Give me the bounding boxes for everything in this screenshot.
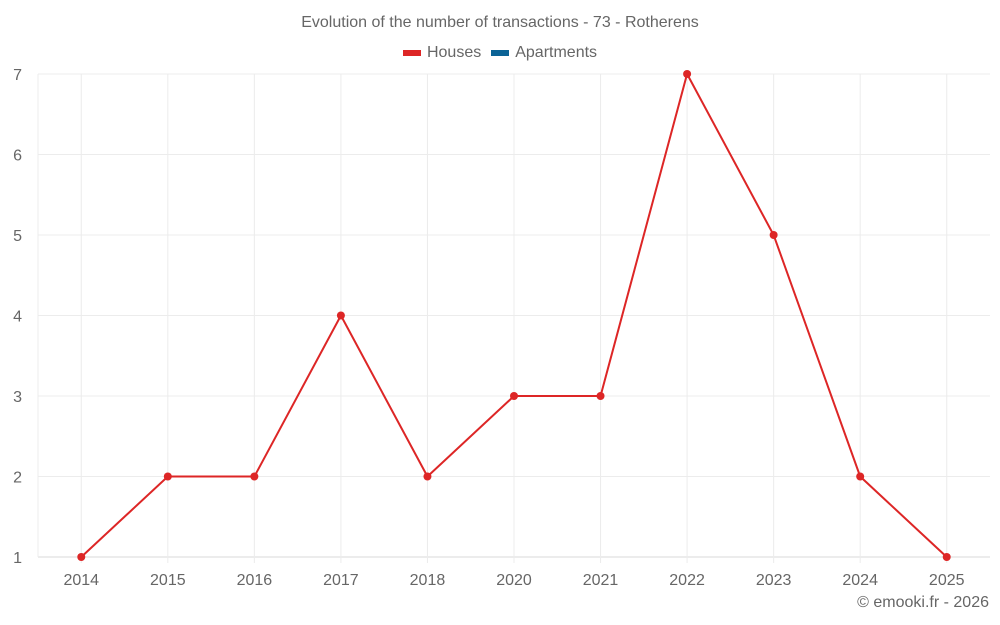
legend-swatch-apartments	[491, 50, 510, 56]
x-tick-label: 2018	[410, 572, 446, 589]
data-point	[163, 472, 172, 481]
y-tick-label: 1	[13, 550, 22, 567]
y-tick-label: 5	[13, 228, 22, 245]
data-point	[250, 472, 259, 481]
x-tick-label: 2017	[323, 572, 359, 589]
chart-legend: Houses Apartments	[0, 44, 1000, 62]
y-tick-label: 6	[13, 148, 22, 165]
x-tick-label: 2020	[496, 572, 532, 589]
y-tick-label: 4	[13, 309, 22, 326]
data-point	[336, 311, 345, 320]
data-point	[596, 392, 605, 400]
x-tick-label: 2021	[583, 572, 619, 589]
copyright-credit: © emooki.fr - 2026	[857, 594, 989, 611]
x-tick-label: 2015	[150, 572, 186, 589]
legend-item-apartments[interactable]: Apartments	[491, 44, 597, 62]
x-tick-label: 2025	[929, 572, 965, 589]
x-tick-label: 2016	[237, 572, 273, 589]
y-tick-label: 7	[13, 67, 22, 84]
y-tick-label: 2	[13, 470, 22, 487]
data-point	[942, 553, 951, 561]
x-tick-label: 2024	[842, 572, 878, 589]
data-point	[77, 553, 86, 561]
chart-title: Evolution of the number of transactions …	[301, 14, 699, 31]
data-point	[856, 472, 865, 481]
data-point	[510, 392, 518, 400]
legend-item-houses[interactable]: Houses	[402, 44, 482, 62]
legend-swatch-houses	[402, 50, 421, 56]
y-tick-label: 3	[13, 389, 22, 406]
data-point	[683, 70, 692, 78]
data-point	[769, 231, 778, 239]
legend-label-apartments: Apartments	[515, 44, 598, 61]
x-tick-label: 2022	[669, 572, 705, 589]
x-tick-label: 2014	[63, 572, 99, 589]
x-tick-label: 2023	[756, 572, 792, 589]
legend-label-houses: Houses	[426, 44, 482, 61]
data-point	[423, 472, 432, 481]
